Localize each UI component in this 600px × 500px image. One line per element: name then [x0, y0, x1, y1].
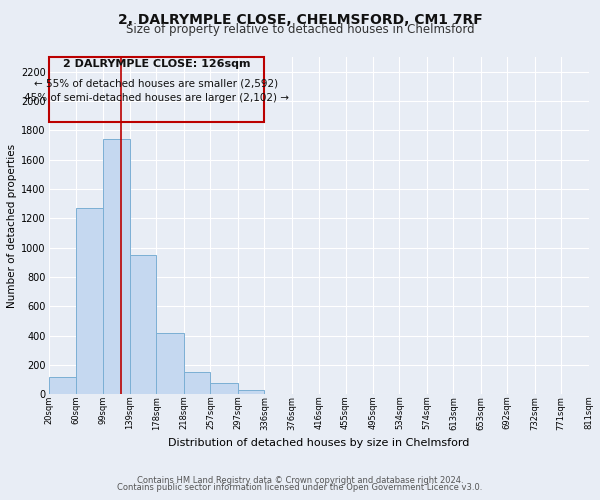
Text: 45% of semi-detached houses are larger (2,102) →: 45% of semi-detached houses are larger (… [24, 94, 289, 104]
X-axis label: Distribution of detached houses by size in Chelmsford: Distribution of detached houses by size … [168, 438, 469, 448]
Bar [130, 255, 157, 394]
Text: Contains public sector information licensed under the Open Government Licence v3: Contains public sector information licen… [118, 484, 482, 492]
Text: 2, DALRYMPLE CLOSE, CHELMSFORD, CM1 7RF: 2, DALRYMPLE CLOSE, CHELMSFORD, CM1 7RF [118, 12, 482, 26]
Y-axis label: Number of detached properties: Number of detached properties [7, 144, 17, 308]
Bar [184, 372, 211, 394]
Bar [157, 334, 184, 394]
Bar [49, 376, 76, 394]
Bar [211, 384, 238, 394]
Bar [76, 208, 103, 394]
Text: ← 55% of detached houses are smaller (2,592): ← 55% of detached houses are smaller (2,… [34, 78, 278, 88]
Text: 2 DALRYMPLE CLOSE: 126sqm: 2 DALRYMPLE CLOSE: 126sqm [63, 60, 250, 70]
Text: Size of property relative to detached houses in Chelmsford: Size of property relative to detached ho… [125, 22, 475, 36]
Bar [238, 390, 265, 394]
Bar [103, 139, 130, 394]
Text: Contains HM Land Registry data © Crown copyright and database right 2024.: Contains HM Land Registry data © Crown c… [137, 476, 463, 485]
